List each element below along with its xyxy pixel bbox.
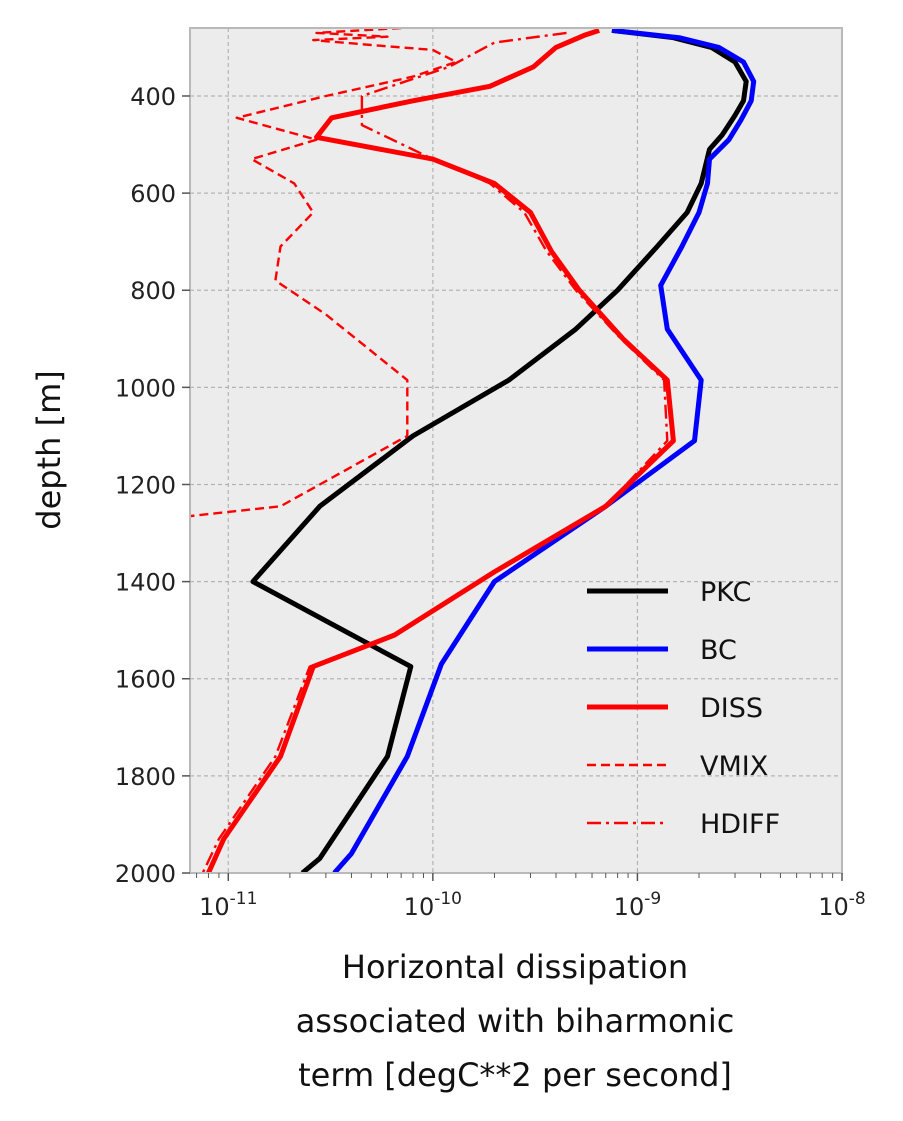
grid-lines [190, 28, 842, 873]
x-tick-label: 10-9 [614, 889, 662, 921]
series-line-vmix [191, 29, 458, 518]
legend-label-pkc: PKC [700, 577, 751, 608]
x-axis-label-line-3: term [degC**2 per second] [298, 1056, 732, 1094]
series-line-pkc [250, 29, 749, 872]
legend-label-hdiff: HDIFF [700, 809, 780, 840]
y-tick-label: 400 [130, 83, 176, 111]
series-line-hdiff [201, 31, 669, 872]
x-axis-label-line-1: Horizontal dissipation [342, 948, 688, 986]
x-tick-label: 10-8 [818, 889, 866, 921]
axis-ticks: 400 600 800 1000 1200 1400 1600 1800 2000 10-11 10… [115, 83, 866, 921]
y-tick-label: 600 [130, 180, 176, 208]
y-tick-label: 1600 [115, 666, 176, 694]
y-tick-label: 1800 [115, 763, 176, 791]
y-axis-label: depth [m] [30, 370, 68, 529]
y-tick-label: 800 [130, 277, 176, 305]
legend-label-vmix: VMIX [700, 751, 768, 782]
x-tick-label: 10-11 [199, 889, 257, 921]
series-layer [191, 29, 757, 872]
legend-label-bc: BC [700, 635, 737, 666]
legend: PKC BC DISS VMIX HDIFF [587, 577, 780, 840]
y-tick-label: 1000 [115, 374, 176, 402]
series-line-bc [332, 29, 757, 872]
y-tick-label: 1200 [115, 471, 176, 499]
plot-background [189, 27, 843, 874]
legend-label-diss: DISS [700, 693, 763, 724]
x-tick-label: 10-10 [404, 889, 462, 921]
y-tick-label: 2000 [115, 860, 176, 888]
y-tick-label: 1400 [115, 569, 176, 597]
x-axis-label-line-2: associated with biharmonic [296, 1002, 735, 1040]
series-line-diss [206, 29, 676, 872]
